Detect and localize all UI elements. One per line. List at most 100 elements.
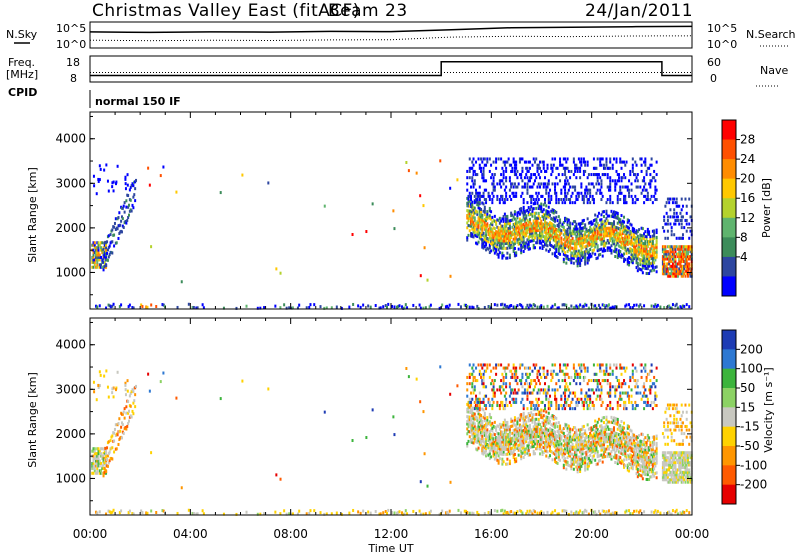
- power-echo: [655, 250, 658, 254]
- power-echo: [508, 253, 511, 257]
- velocity-echo: [668, 510, 671, 514]
- velocity-echo: [476, 433, 479, 437]
- power-echo: [527, 237, 530, 241]
- power-echo: [472, 213, 475, 217]
- velocity-echo: [496, 424, 499, 428]
- velocity-echo: [567, 441, 570, 445]
- power-echo: [123, 201, 126, 205]
- power-echo: [600, 163, 603, 167]
- velocity-echo: [507, 512, 510, 516]
- velocity-echo: [532, 425, 535, 429]
- power-echo: [581, 229, 584, 233]
- power-echo: [547, 210, 550, 214]
- power-echo: [556, 219, 559, 223]
- velocity-echo: [555, 438, 558, 442]
- velocity-echo: [528, 372, 531, 376]
- velocity-echo: [471, 416, 474, 420]
- power-echo: [505, 194, 508, 198]
- power-echo: [488, 305, 491, 309]
- power-echo: [92, 260, 95, 264]
- power-echo: [595, 182, 598, 186]
- power-echo: [492, 179, 495, 183]
- power-echo: [599, 306, 602, 310]
- power-echo: [579, 303, 582, 307]
- velocity-echo: [575, 372, 578, 376]
- power-echo: [550, 229, 553, 233]
- colorbar-tick-label: 28: [740, 133, 755, 147]
- power-echo: [624, 176, 627, 180]
- velocity-echo: [482, 385, 485, 389]
- velocity-echo: [487, 436, 490, 440]
- velocity-echo: [549, 446, 552, 450]
- power-echo: [611, 305, 614, 309]
- power-echo: [681, 274, 684, 278]
- velocity-echo: [540, 428, 543, 432]
- velocity-echo: [540, 433, 543, 437]
- power-echo: [515, 236, 518, 240]
- velocity-echo: [547, 441, 550, 445]
- power-echo: [535, 157, 538, 161]
- velocity-echo: [521, 424, 524, 428]
- power-echo: [471, 200, 474, 204]
- power-echo: [596, 173, 599, 177]
- power-echo: [546, 209, 549, 213]
- power-echo: [689, 245, 692, 249]
- power-echo: [592, 304, 595, 308]
- velocity-echo: [557, 448, 560, 452]
- power-echo: [472, 306, 475, 310]
- power-echo: [570, 241, 573, 245]
- power-echo: [114, 182, 117, 186]
- power-echo: [638, 240, 641, 244]
- power-echo: [111, 185, 114, 189]
- velocity-echo: [565, 400, 568, 404]
- power-echo: [616, 179, 619, 183]
- power-echo: [569, 248, 572, 252]
- velocity-echo: [114, 423, 117, 427]
- power-echo: [681, 215, 684, 219]
- power-echo: [650, 157, 653, 161]
- power-echo: [587, 258, 590, 262]
- power-echo: [665, 264, 668, 268]
- velocity-echo: [545, 454, 548, 458]
- velocity-echo: [547, 419, 550, 423]
- velocity-echo: [520, 457, 523, 461]
- velocity-echo: [476, 428, 479, 432]
- velocity-echo: [611, 511, 614, 515]
- power-echo: [676, 215, 679, 219]
- power-echo: [540, 229, 543, 233]
- velocity-echo: [487, 510, 490, 514]
- power-echo: [566, 230, 569, 234]
- power-echo: [688, 305, 691, 309]
- velocity-echo: [530, 404, 533, 408]
- power-echo: [607, 226, 610, 230]
- power-echo: [609, 179, 612, 183]
- power-echo: [594, 213, 597, 217]
- velocity-echo: [475, 394, 478, 398]
- velocity-echo: [150, 509, 153, 513]
- power-echo: [579, 160, 582, 164]
- power-echo: [644, 160, 647, 164]
- power-echo: [630, 250, 633, 254]
- velocity-echo: [500, 435, 503, 439]
- power-echo: [673, 269, 676, 273]
- power-echo: [523, 224, 526, 228]
- power-echo: [685, 229, 688, 233]
- power-echo: [498, 238, 501, 242]
- power-echo: [688, 267, 691, 271]
- power-echo: [487, 215, 490, 219]
- power-echo: [645, 259, 648, 263]
- power-echo: [513, 229, 516, 233]
- power-echo: [506, 217, 509, 221]
- power-echo: [487, 230, 490, 234]
- velocity-echo: [476, 404, 479, 408]
- power-echo: [490, 227, 493, 231]
- velocity-echo: [95, 454, 98, 458]
- power-echo: [574, 169, 577, 173]
- power-echo: [639, 263, 642, 267]
- power-echo: [485, 238, 488, 242]
- power-echo: [625, 303, 628, 307]
- power-echo: [562, 228, 565, 232]
- power-echo: [540, 194, 543, 198]
- power-echo: [615, 169, 618, 173]
- power-echo: [574, 247, 577, 251]
